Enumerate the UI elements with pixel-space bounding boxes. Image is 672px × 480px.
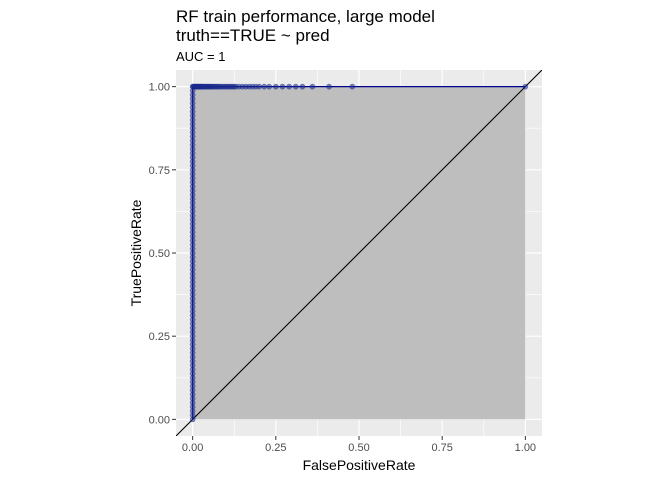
plot-layer [176, 70, 542, 436]
x-tick-label: 0.00 [182, 442, 203, 454]
y-tick-label: 0.75 [149, 165, 170, 177]
y-axis: 0.00 0.25 0.50 0.75 1.00 [149, 82, 176, 426]
y-tick-label: 0.50 [149, 248, 170, 260]
roc-point [266, 83, 273, 90]
y-tick-label: 0.25 [149, 331, 170, 343]
roc-point [279, 83, 286, 90]
x-tick-label: 0.75 [431, 442, 452, 454]
x-tick-label: 1.00 [515, 442, 536, 454]
y-tick-label: 1.00 [149, 82, 170, 94]
chart-title: RF train performance, large model [176, 7, 435, 26]
x-axis: 0.00 0.25 0.50 0.75 1.00 [182, 436, 536, 454]
chart-title-line2: truth==TRUE ~ pred [176, 26, 330, 45]
roc-point [326, 83, 332, 90]
roc-point [272, 83, 279, 90]
roc-point [261, 83, 268, 90]
chart-subtitle: AUC = 1 [176, 49, 226, 64]
roc-point [309, 83, 316, 90]
roc-point [292, 83, 299, 90]
roc-point [522, 83, 529, 90]
y-tick-label: 0.00 [149, 414, 170, 426]
roc-point [256, 83, 263, 90]
x-tick-label: 0.50 [348, 442, 369, 454]
x-axis-label: FalsePositiveRate [303, 457, 416, 473]
roc-point [286, 83, 292, 90]
x-tick-label: 0.25 [265, 442, 286, 454]
roc-point [349, 83, 356, 90]
roc-point [299, 83, 306, 90]
y-axis-label: TruePositiveRate [128, 199, 144, 306]
diagonal-line [176, 70, 542, 436]
